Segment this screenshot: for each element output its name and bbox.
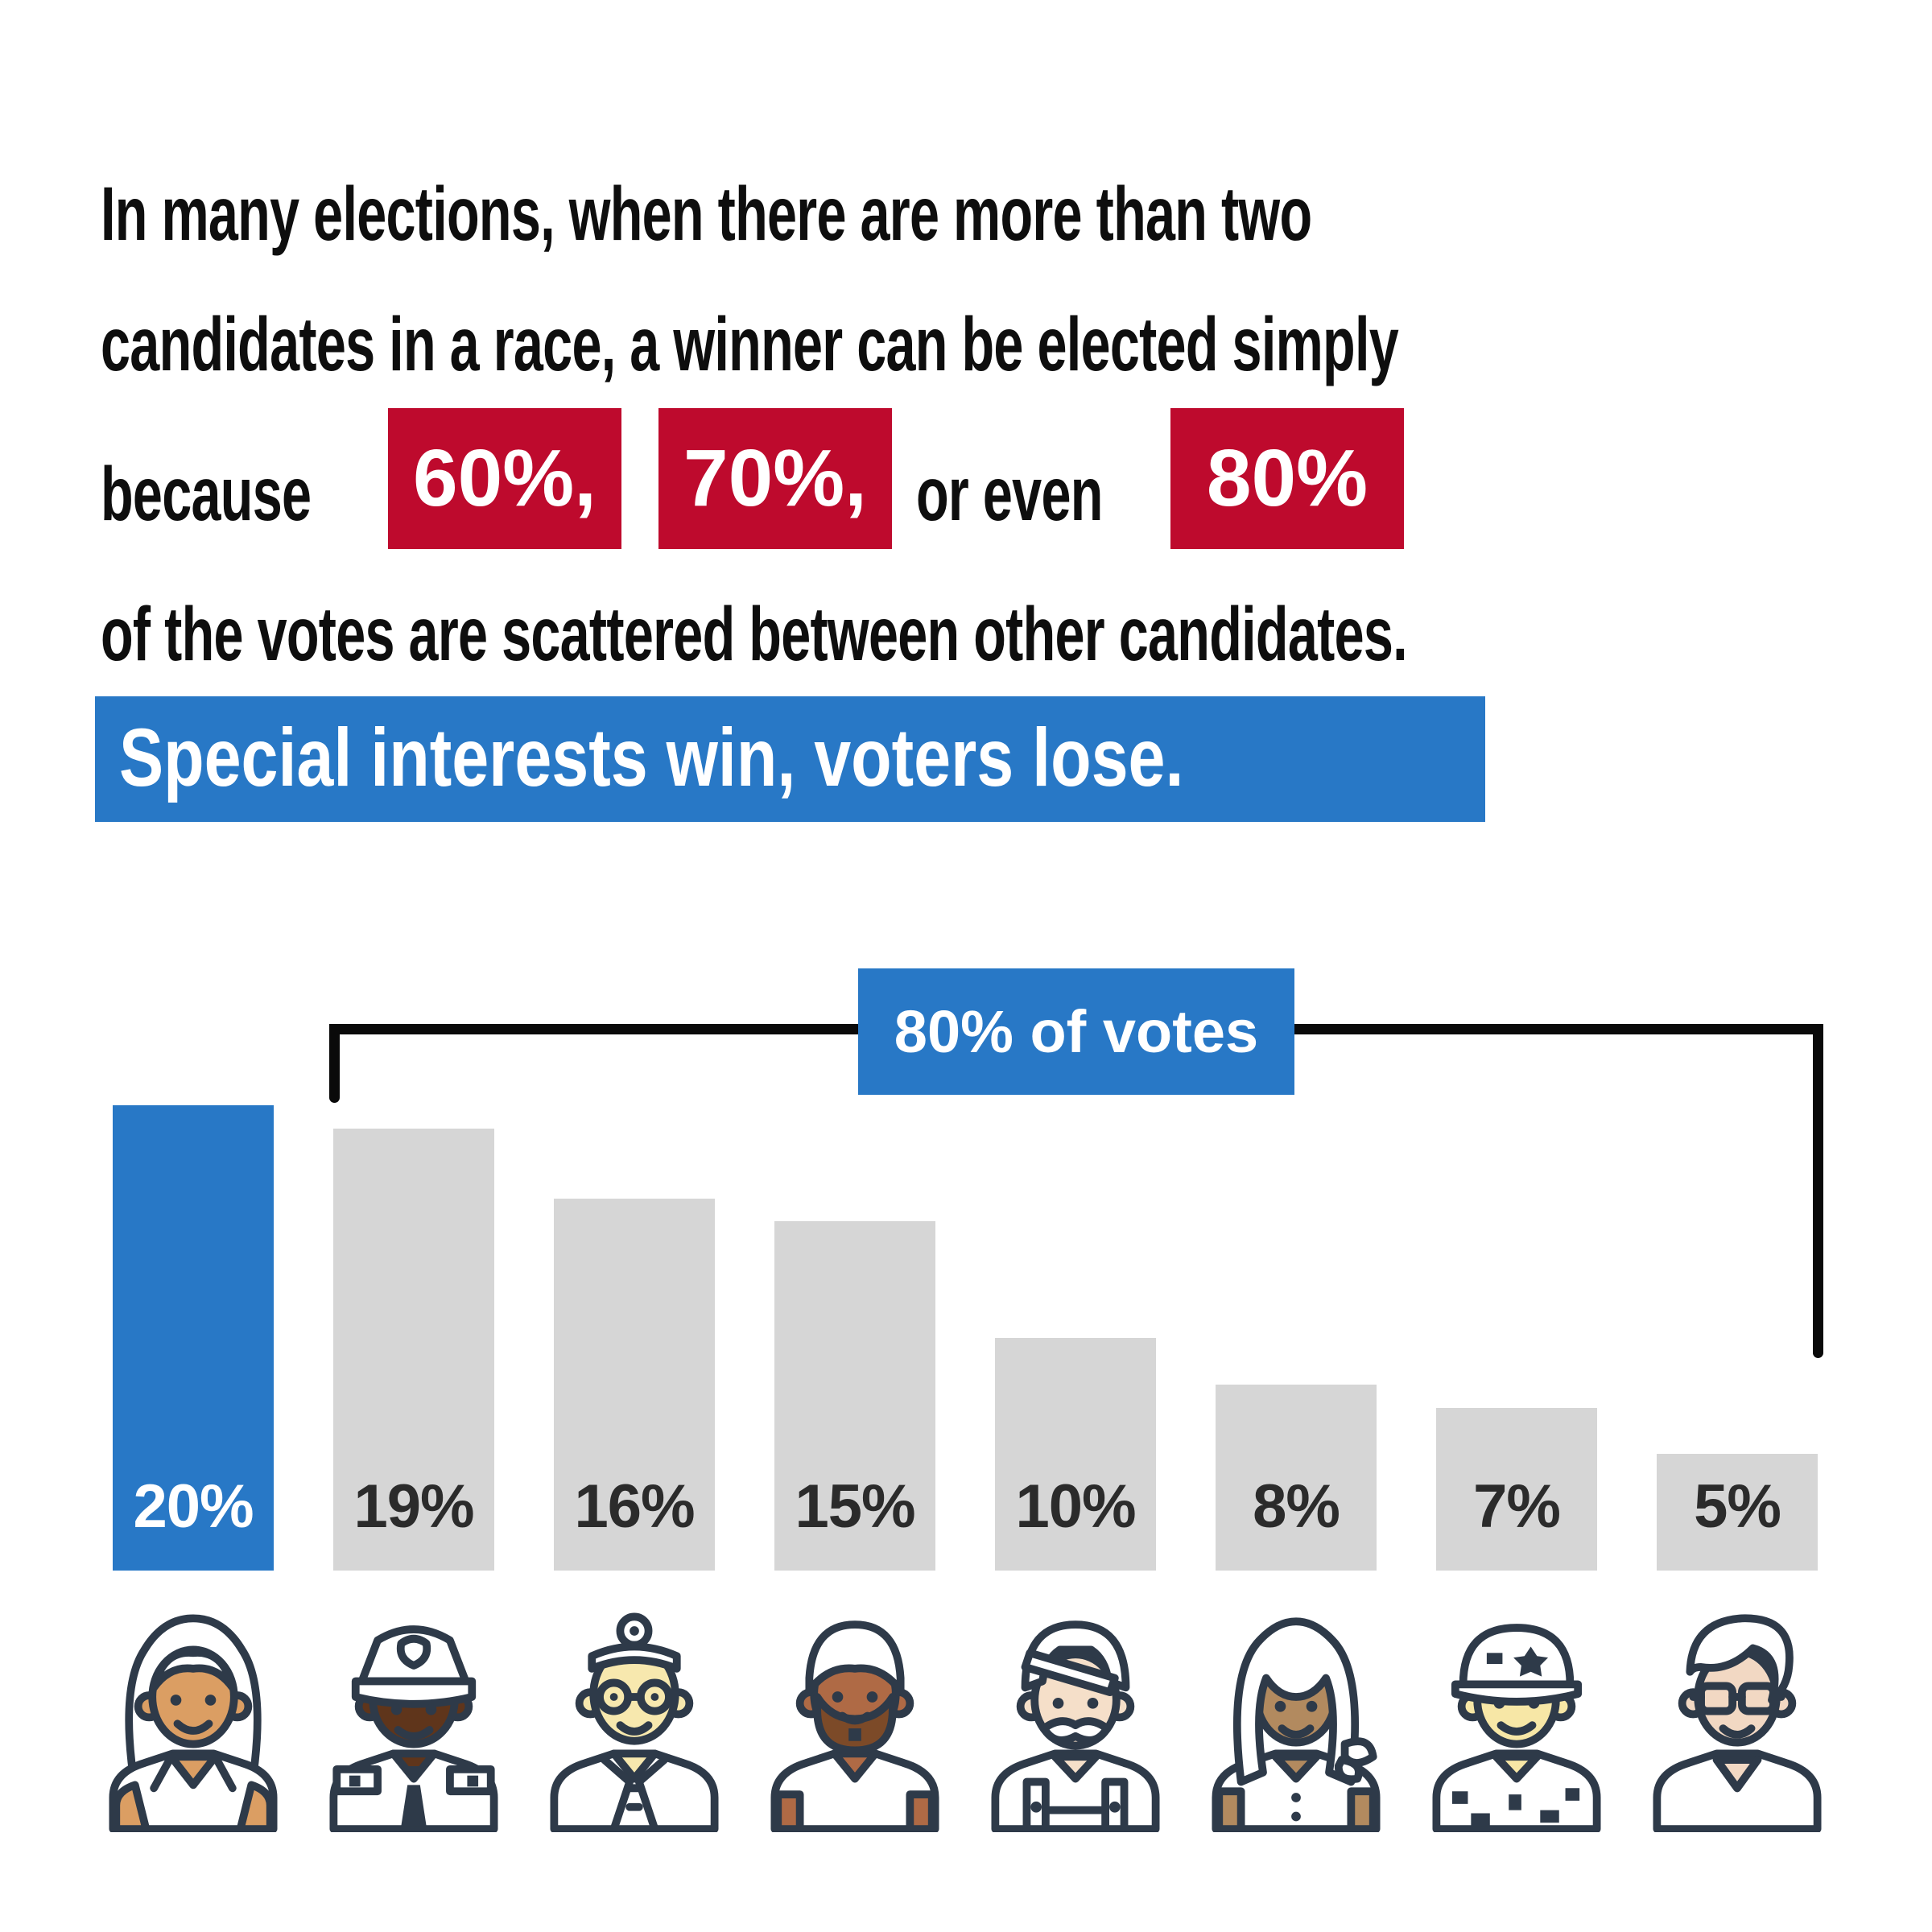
avatar-soldier-camo-helmet-icon [1414, 1596, 1619, 1832]
avatar-woman-headscarf-icon [1194, 1596, 1398, 1832]
bar-candidate-7: 7% [1436, 1408, 1597, 1571]
highlight-60-percent: 60%, [388, 408, 621, 549]
bar-label: 15% [795, 1472, 915, 1541]
intro-line-1: In many elections, when there are more t… [101, 171, 1312, 257]
highlight-70-percent: 70%, [658, 408, 892, 549]
bar-label: 7% [1473, 1472, 1561, 1541]
avatar-police-officer-icon [312, 1596, 516, 1832]
annotation-80-percent-of-votes: 80% of votes [858, 968, 1294, 1095]
bar-label: 19% [353, 1472, 474, 1541]
bar-label: 5% [1694, 1472, 1781, 1541]
avatar-man-turban-mustache-icon [973, 1596, 1178, 1832]
bar-label: 20% [133, 1472, 254, 1541]
intro-line-4: of the votes are scattered between other… [101, 592, 1408, 677]
intro-word-or-even: or even [916, 452, 1103, 537]
bar-candidate-8: 5% [1657, 1454, 1818, 1571]
avatar-doctor-head-mirror-icon [532, 1596, 737, 1832]
bar-candidate-3: 16% [554, 1199, 715, 1571]
avatar-man-with-beard-icon [753, 1596, 957, 1832]
bar-candidate-6: 8% [1216, 1385, 1377, 1571]
bar-label: 8% [1253, 1472, 1340, 1541]
bracket-right-tick [1813, 1024, 1823, 1358]
bar-label: 10% [1015, 1472, 1136, 1541]
bar-candidate-5: 10% [995, 1338, 1156, 1571]
bar-candidate-4: 15% [774, 1221, 935, 1571]
avatar-man-glasses-icon [1635, 1596, 1839, 1832]
bracket-left-tick [329, 1024, 340, 1103]
bar-candidate-1: 20% [113, 1105, 274, 1571]
highlight-80-percent: 80% [1170, 408, 1404, 549]
tagline-banner: Special interests win, voters lose. [95, 696, 1485, 822]
intro-word-because: because [101, 452, 312, 537]
avatar-woman-gray-hair-icon [91, 1596, 295, 1832]
bar-candidate-2: 19% [333, 1129, 494, 1571]
bar-label: 16% [574, 1472, 695, 1541]
intro-line-2: candidates in a race, a winner can be el… [101, 302, 1399, 387]
